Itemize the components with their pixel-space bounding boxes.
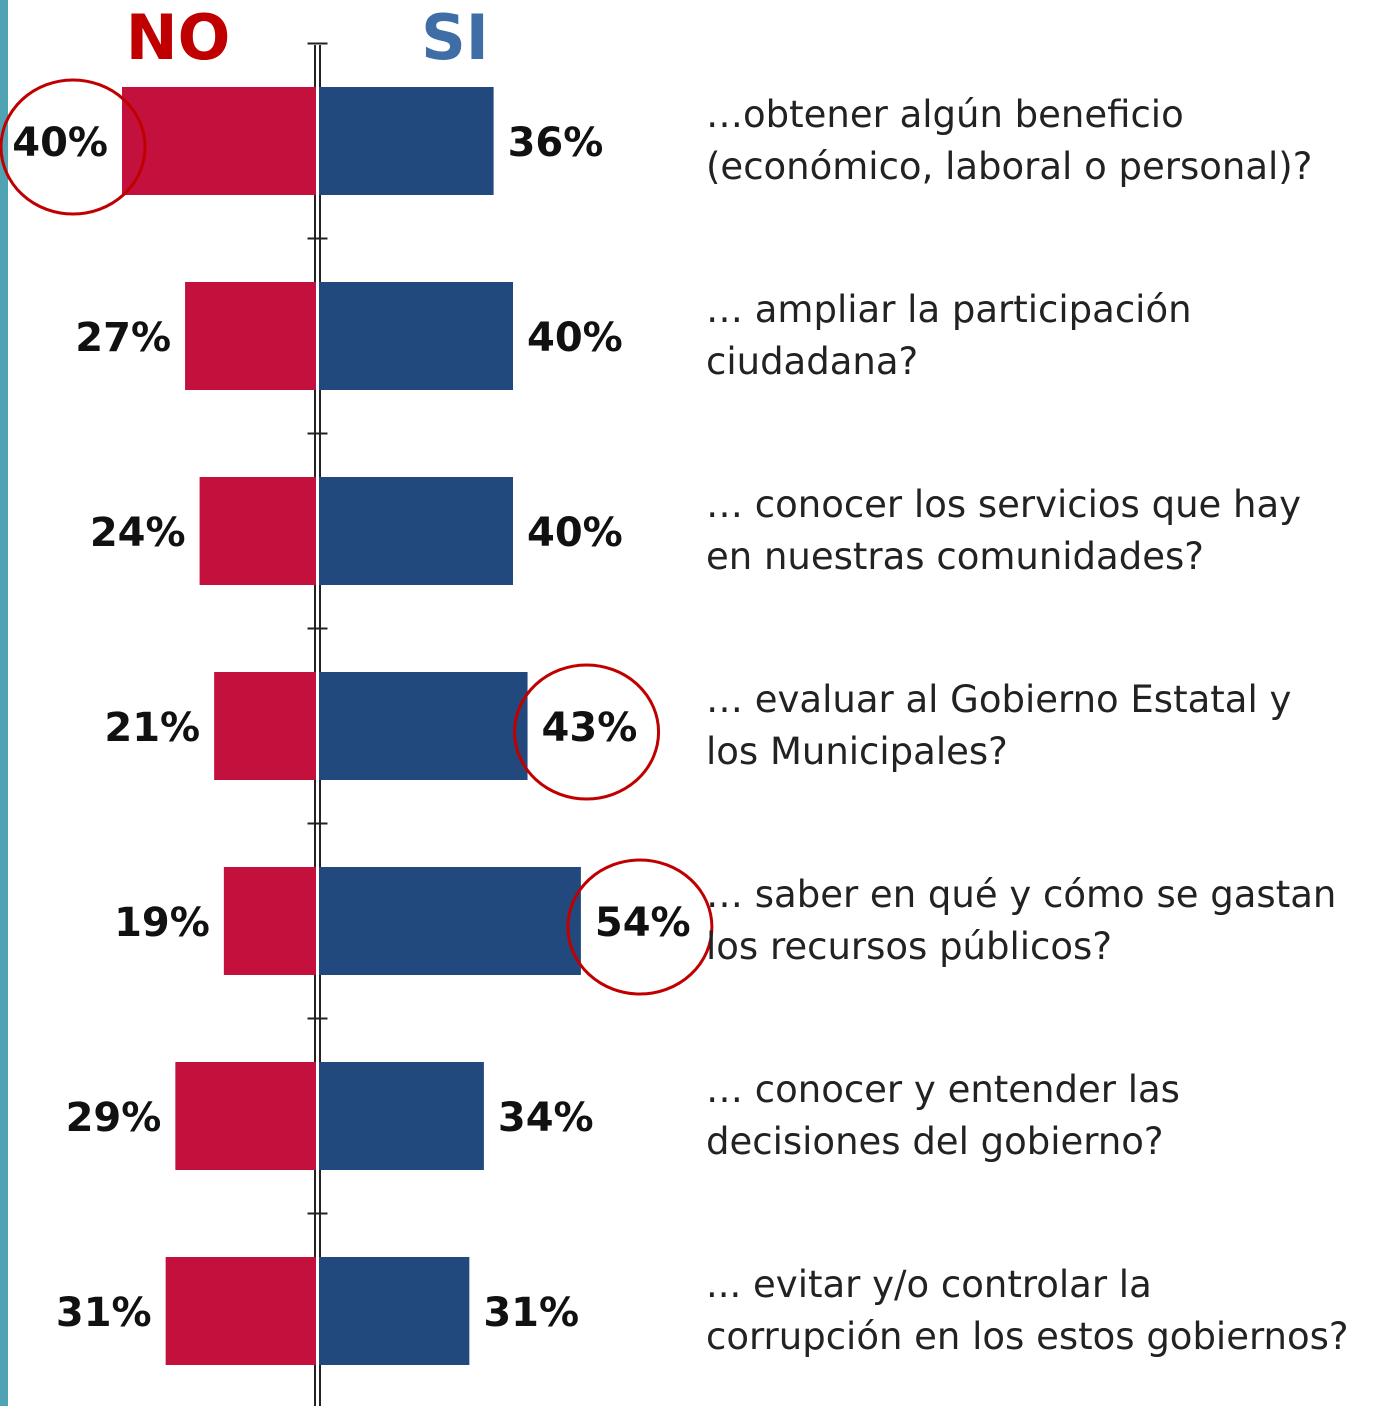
bar: [214, 672, 316, 780]
bar: [185, 282, 316, 390]
value-label: 54%: [595, 900, 691, 946]
bar: [199, 477, 316, 585]
highlight-circle: [513, 663, 661, 801]
value-label: 43%: [542, 705, 638, 751]
category-label: … saber en qué y cómo se gastan los recu…: [706, 873, 1337, 968]
bar: [319, 1062, 484, 1170]
value-label: 19%: [114, 900, 210, 946]
bar: [223, 867, 316, 975]
legend-label: NO: [126, 1, 231, 74]
bar: [165, 1257, 316, 1365]
category-label: …obtener algún beneficio (económico, lab…: [706, 93, 1313, 188]
category-label: … evaluar al Gobierno Estatal y los Muni…: [706, 678, 1292, 773]
value-label: 36%: [508, 120, 604, 166]
category-label: … ampliar la participación ciudadana?: [706, 288, 1192, 383]
bar: [122, 87, 316, 195]
bar: [319, 672, 528, 780]
value-label: 34%: [498, 1095, 594, 1141]
bar: [319, 1257, 470, 1365]
value-label: 40%: [527, 510, 623, 556]
highlight-circle: [566, 858, 714, 996]
side-stripe: [0, 0, 8, 1406]
value-label: 29%: [66, 1095, 162, 1141]
bar: [319, 282, 513, 390]
value-label: 27%: [75, 315, 171, 361]
bar: [319, 867, 581, 975]
bar: [319, 477, 513, 585]
value-label: 31%: [483, 1290, 579, 1336]
value-label: 40%: [12, 120, 108, 166]
legend-label: SI: [421, 1, 489, 74]
highlight-circle: [0, 78, 147, 216]
category-label: ... evitar y/o controlar la corrupción e…: [706, 1263, 1349, 1358]
bar: [175, 1062, 316, 1170]
value-label: 24%: [90, 510, 186, 556]
value-label: 21%: [104, 705, 200, 751]
value-label: 31%: [56, 1290, 152, 1336]
category-label: … conocer y entender las decisiones del …: [706, 1068, 1180, 1163]
bar: [319, 87, 494, 195]
value-label: 40%: [527, 315, 623, 361]
category-label: … conocer los servicios que hay en nuest…: [706, 483, 1302, 578]
